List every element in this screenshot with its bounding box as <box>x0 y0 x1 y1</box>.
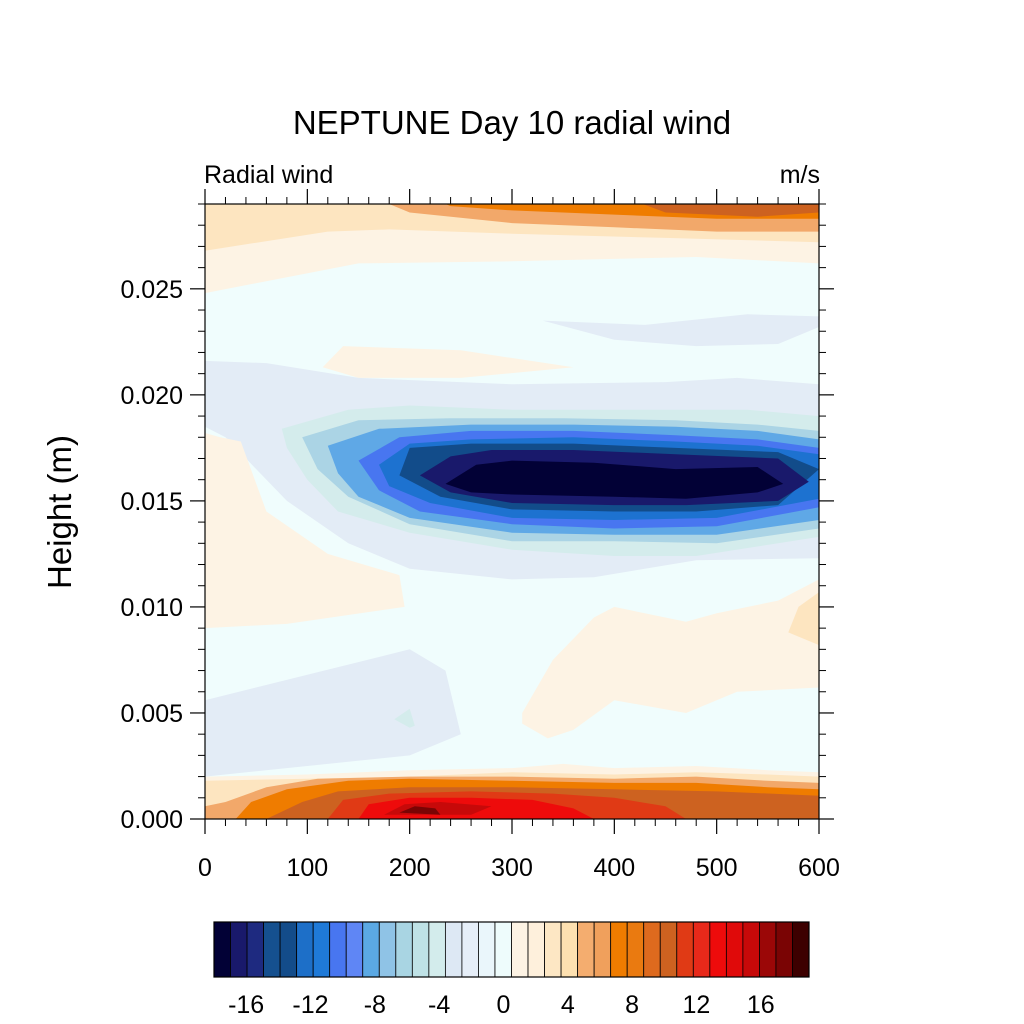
right-string: m/s <box>780 161 820 189</box>
colorbar-box <box>692 921 711 978</box>
colorbar-box <box>478 921 496 978</box>
colorbar-box <box>511 921 529 978</box>
x-tick-label: 500 <box>696 854 738 882</box>
axis-ticks: 0 100 200 300 400 500 600 0.000 0.005 0.010 0.015 0… <box>120 189 840 882</box>
contour-region-13 <box>788 592 819 646</box>
left-string: Radial wind <box>204 161 333 189</box>
x-tick-label: 100 <box>286 854 328 882</box>
colorbar-box <box>329 921 347 978</box>
x-tick-label: 600 <box>798 854 840 882</box>
x-tick-label: 300 <box>491 854 533 882</box>
colorbar-box <box>312 921 331 978</box>
colorbar-tick-label: -8 <box>364 991 386 1019</box>
colorbar-box <box>428 921 446 978</box>
colorbar-box <box>494 921 512 978</box>
contour-region-12 <box>522 579 819 739</box>
contour-region-11 <box>394 708 415 728</box>
contour-region-30 <box>399 806 441 815</box>
colorbar-box <box>345 921 364 978</box>
y-tick-label: 0.005 <box>120 700 183 728</box>
colorbar-box <box>643 921 661 978</box>
colorbar-box <box>411 921 430 978</box>
colorbar-tick-label: -16 <box>228 991 264 1019</box>
colorbar-box <box>577 921 595 978</box>
colorbar-box <box>560 921 579 978</box>
colorbar-box <box>626 921 645 978</box>
colorbar-frame <box>213 921 810 978</box>
colorbar-box <box>444 921 463 978</box>
colorbar-box <box>742 921 760 978</box>
colorbar-box <box>362 921 380 978</box>
colorbar: -16 -12 -8 -4 0 4 8 12 16 <box>213 921 810 1019</box>
colorbar-box <box>296 921 314 978</box>
colorbar-box <box>610 921 628 978</box>
colorbar-box <box>759 921 777 978</box>
colorbar-box <box>544 921 562 978</box>
colorbar-tick-label: 16 <box>747 991 775 1019</box>
contour-region-21 <box>445 460 784 499</box>
y-tick-label: 0.020 <box>120 382 183 410</box>
colorbar-box <box>659 921 678 978</box>
colorbar-box <box>792 921 810 978</box>
colorbar-box <box>725 921 744 978</box>
y-tick-label: 0.015 <box>120 488 183 516</box>
colorbar-tick-label: 0 <box>497 991 511 1019</box>
contour-region-9 <box>205 433 405 629</box>
colorbar-box <box>461 921 479 978</box>
chart-title: NEPTUNE Day 10 radial wind <box>293 104 731 141</box>
contour-region-6 <box>542 314 819 347</box>
colorbar-tick-label: 12 <box>683 991 711 1019</box>
colorbar-box <box>395 921 413 978</box>
colorbar-tick-label: 4 <box>561 991 575 1019</box>
contour-region-10 <box>205 649 461 777</box>
colorbar-tick-label: -12 <box>292 991 328 1019</box>
colorbar-box <box>246 921 264 978</box>
colorbar-box <box>213 921 231 978</box>
x-tick-label: 0 <box>198 854 212 882</box>
y-tick-label: 0.025 <box>120 276 183 304</box>
y-tick-label: 0.010 <box>120 594 183 622</box>
x-tick-label: 200 <box>389 854 431 882</box>
y-axis-label: Height (m) <box>41 435 78 589</box>
colorbar-box <box>527 921 545 978</box>
x-tick-label: 400 <box>593 854 635 882</box>
colorbar-box <box>676 921 694 978</box>
colorbar-tick-label: 8 <box>625 991 639 1019</box>
colorbar-box <box>775 921 793 978</box>
colorbar-tick-label: -4 <box>428 991 450 1019</box>
contour-region-7 <box>322 346 574 378</box>
colorbar-box <box>593 921 612 978</box>
contour-regions <box>205 204 819 819</box>
colorbar-box <box>263 921 281 978</box>
colorbar-box <box>378 921 397 978</box>
y-tick-label: 0.000 <box>120 806 183 834</box>
colorbar-box <box>230 921 248 978</box>
contour-region-5 <box>642 204 819 217</box>
colorbar-box <box>279 921 298 978</box>
colorbar-box <box>709 921 727 978</box>
